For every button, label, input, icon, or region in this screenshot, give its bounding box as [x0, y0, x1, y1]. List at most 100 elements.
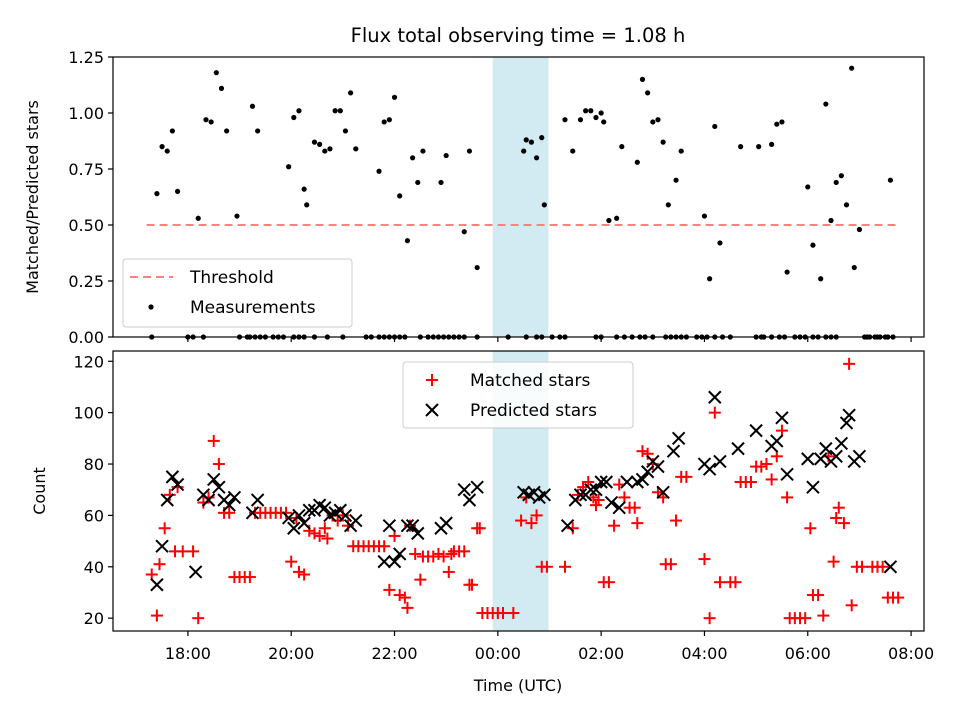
- measurement-point: [337, 108, 343, 114]
- measurement-point: [420, 148, 426, 154]
- measurement-point: [291, 114, 297, 121]
- measurement-point: [655, 117, 661, 123]
- legend-matched-label: Matched stars: [470, 371, 590, 391]
- matched-star-point: [631, 517, 644, 530]
- measurement-point: [208, 119, 214, 125]
- measurement-point: [712, 123, 718, 130]
- measurement-point: [606, 217, 612, 224]
- measurement-point: [159, 144, 165, 150]
- measurement-point: [828, 217, 834, 224]
- matched-star-point: [670, 514, 683, 527]
- measurement-point: [562, 117, 568, 123]
- predicted-star-point: [594, 475, 608, 489]
- measurement-point: [213, 70, 219, 76]
- measurement-point: [327, 146, 333, 152]
- predicted-star-point: [201, 493, 216, 507]
- measurement-point: [601, 119, 607, 125]
- matched-star-point: [176, 545, 189, 558]
- measurement-point: [774, 121, 780, 127]
- matched-star-point: [628, 501, 641, 514]
- y-tick-label: 1.25: [68, 48, 104, 67]
- matched-star-point: [292, 565, 305, 578]
- measurement-point: [397, 193, 403, 199]
- matched-star-point: [427, 550, 440, 563]
- measurement-point: [381, 119, 387, 125]
- matched-star-point: [817, 609, 830, 622]
- predicted-star-points: [150, 390, 898, 592]
- matched-star-point: [473, 522, 486, 535]
- measurement-point: [342, 128, 349, 134]
- matched-star-point: [243, 571, 256, 584]
- matched-star-point: [445, 547, 458, 560]
- measurement-point: [645, 90, 651, 96]
- measurement-point: [218, 85, 225, 91]
- measurement-point: [570, 148, 576, 154]
- matched-star-point: [393, 589, 406, 602]
- matched-star-point: [303, 524, 316, 537]
- matched-star-point: [589, 499, 602, 512]
- y-tick-label: 0.50: [68, 216, 104, 235]
- measurement-point: [738, 144, 744, 150]
- predicted-star-point: [400, 518, 415, 533]
- measurement-point: [386, 117, 392, 123]
- y-tick-label: 20: [84, 609, 104, 628]
- y-tick-label: 1.00: [68, 104, 104, 123]
- x-tick-label: 20:00: [268, 644, 314, 663]
- measurement-point: [255, 128, 261, 134]
- top-y-ticks: 0.00 0.25 0.50 0.75 1.00 1.25: [68, 48, 113, 347]
- legend-matched-swatch: [426, 374, 438, 386]
- matched-star-point: [207, 434, 220, 447]
- matched-star-points: [145, 357, 905, 625]
- predicted-star-point: [382, 518, 397, 533]
- matched-star-point: [832, 501, 845, 514]
- legend-predicted-swatch: [425, 403, 439, 417]
- matched-star-point: [153, 558, 166, 571]
- predicted-star-point: [537, 488, 552, 502]
- measurement-point: [521, 148, 527, 154]
- measurement-point: [234, 213, 240, 219]
- y-tick-label: 60: [84, 506, 104, 525]
- x-axis-label: Time (UTC): [473, 676, 562, 695]
- predicted-star-point: [584, 483, 598, 497]
- matched-star-point: [876, 560, 889, 573]
- measurement-point: [588, 108, 594, 114]
- matched-star-point: [437, 550, 450, 563]
- matched-star-point: [830, 511, 843, 524]
- predicted-star-point: [599, 475, 614, 489]
- predicted-star-point: [297, 516, 311, 530]
- measurement-point: [717, 240, 723, 246]
- measurement-point: [391, 94, 398, 100]
- measurement-point: [317, 141, 323, 147]
- matched-star-point: [212, 458, 225, 471]
- measurement-point: [619, 144, 625, 150]
- predicted-star-point: [349, 513, 363, 528]
- measurement-point: [311, 139, 318, 145]
- matched-star-point: [163, 488, 176, 501]
- y-tick-label: 0.25: [68, 272, 104, 291]
- measurement-point: [769, 141, 775, 147]
- top-legend: Threshold Measurements: [122, 258, 353, 328]
- measurement-point: [810, 242, 816, 248]
- y-tick-label: 40: [84, 558, 104, 577]
- matched-star-point: [223, 506, 236, 519]
- measurement-point: [164, 148, 170, 154]
- measurement-point: [665, 202, 671, 208]
- measurement-points: [149, 65, 896, 340]
- matched-star-point: [192, 612, 205, 625]
- matched-star-point: [571, 488, 584, 501]
- matched-star-point: [158, 522, 171, 535]
- measurement-point: [660, 139, 666, 145]
- matched-star-point: [892, 591, 905, 604]
- matched-star-point: [298, 568, 311, 581]
- measurement-point: [169, 128, 176, 134]
- predicted-star-point: [392, 547, 407, 561]
- matched-star-point: [409, 547, 422, 560]
- predicted-star-point: [770, 434, 784, 448]
- bottom-panel: 20 40 60 80 100 120 18:00 20:00 22:00 00:00 02:00…: [30, 350, 934, 695]
- predicted-star-point: [212, 480, 226, 494]
- measurement-point: [598, 110, 604, 116]
- matched-star-point: [602, 576, 615, 589]
- measurement-point: [301, 186, 307, 192]
- bottom-legend-box: [402, 361, 634, 429]
- matched-star-point: [765, 473, 778, 486]
